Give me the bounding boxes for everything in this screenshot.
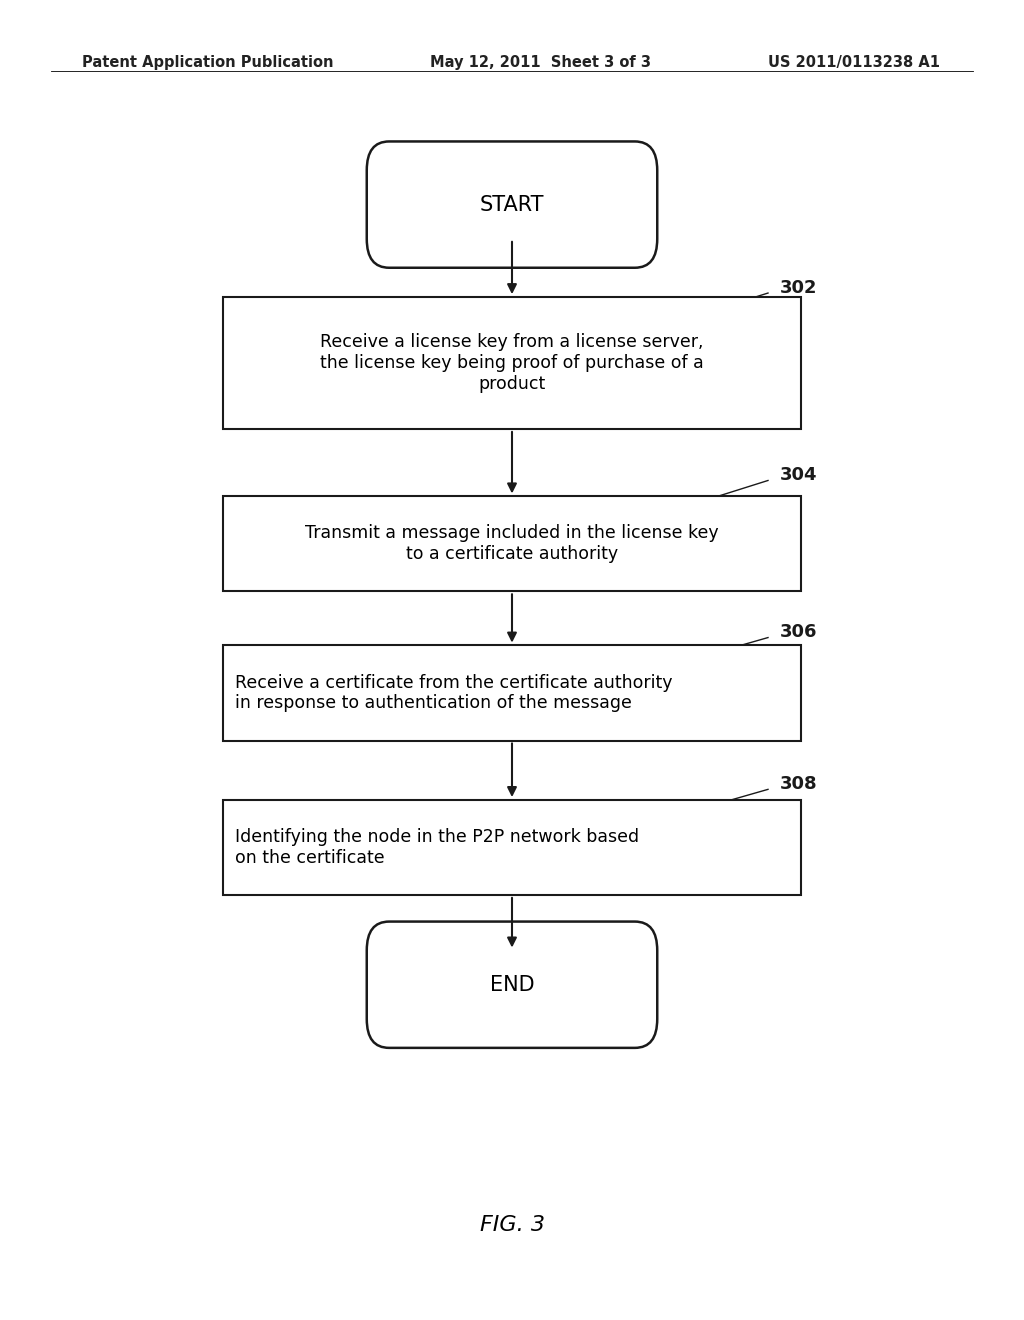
Text: Identifying the node in the P2P network based
on the certificate: Identifying the node in the P2P network … — [236, 828, 639, 867]
Text: 308: 308 — [780, 775, 818, 793]
Text: Patent Application Publication: Patent Application Publication — [82, 55, 334, 70]
Text: Transmit a message included in the license key
to a certificate authority: Transmit a message included in the licen… — [305, 524, 719, 564]
Text: END: END — [489, 974, 535, 995]
Text: 306: 306 — [780, 623, 818, 642]
Text: May 12, 2011  Sheet 3 of 3: May 12, 2011 Sheet 3 of 3 — [430, 55, 651, 70]
FancyBboxPatch shape — [223, 297, 801, 429]
Text: START: START — [480, 194, 544, 215]
Text: US 2011/0113238 A1: US 2011/0113238 A1 — [768, 55, 940, 70]
FancyBboxPatch shape — [223, 496, 801, 591]
Text: Receive a license key from a license server,
the license key being proof of purc: Receive a license key from a license ser… — [321, 333, 703, 393]
FancyBboxPatch shape — [367, 141, 657, 268]
Text: 302: 302 — [780, 279, 818, 297]
Text: FIG. 3: FIG. 3 — [479, 1214, 545, 1236]
Text: 304: 304 — [780, 466, 818, 484]
Text: Receive a certificate from the certificate authority
in response to authenticati: Receive a certificate from the certifica… — [236, 673, 673, 713]
FancyBboxPatch shape — [367, 921, 657, 1048]
FancyBboxPatch shape — [223, 800, 801, 895]
FancyBboxPatch shape — [223, 645, 801, 741]
